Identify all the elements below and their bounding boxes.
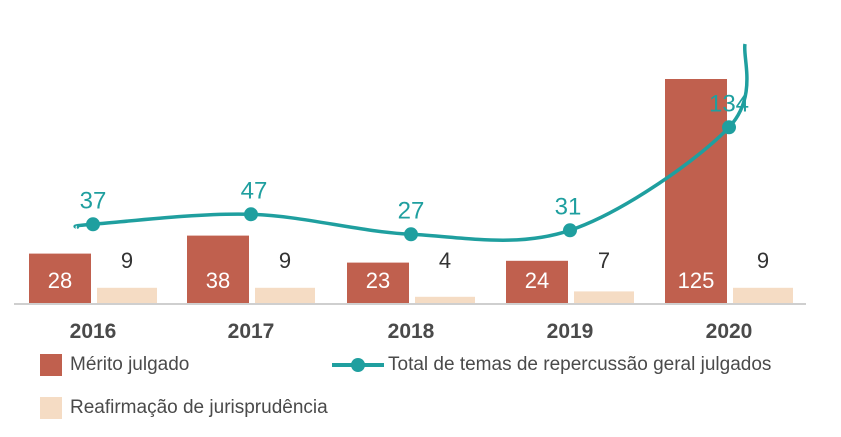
bar-merito-2018 [347, 262, 409, 304]
bar-merito-2020 [665, 79, 727, 304]
bar-label-reafirmacao-2017: 9 [279, 248, 291, 273]
label-total-2017: 47 [241, 177, 268, 204]
bar-label-reafirmacao-2016: 9 [121, 248, 133, 273]
bar-label-merito-2018: 23 [366, 268, 390, 293]
bar-merito-2019 [506, 260, 568, 304]
labels-group: 28 9 38 9 23 4 24 7 125 9 37 47 27 31 134 [48, 90, 769, 293]
legend-item-merito: Mérito julgado [40, 354, 189, 376]
bars-group [29, 79, 793, 304]
bar-reafirmacao-2019 [574, 291, 634, 304]
bar-reafirmacao-2017 [255, 287, 315, 304]
x-tick-2018: 2018 [388, 320, 435, 343]
bar-label-reafirmacao-2020: 9 [757, 248, 769, 273]
label-total-2019: 31 [555, 193, 582, 220]
legend-swatch-merito [40, 354, 62, 376]
point-total-2016 [86, 217, 100, 232]
bar-label-merito-2020: 125 [678, 268, 715, 293]
point-total-2017 [244, 207, 258, 222]
bar-merito-2017 [187, 235, 249, 304]
legend-swatch-reafirmacao [40, 397, 62, 419]
bar-reafirmacao-2018 [415, 296, 475, 304]
x-tick-2019: 2019 [547, 320, 594, 343]
legend-item-reafirmacao: Reafirmação de jurisprudência [40, 397, 328, 419]
legend-label-merito: Mérito julgado [70, 354, 190, 375]
legend-swatch-total [332, 354, 384, 376]
legend-label-total: Total de temas de repercussão geral julg… [388, 354, 772, 375]
bar-merito-2016 [29, 253, 91, 304]
bar-reafirmacao-2020 [733, 287, 793, 304]
x-tick-2020: 2020 [706, 320, 753, 343]
label-total-2016: 37 [80, 187, 107, 214]
bar-label-reafirmacao-2018: 4 [439, 248, 451, 273]
label-total-2018: 27 [398, 197, 425, 224]
point-total-2019 [563, 223, 577, 238]
bar-label-merito-2016: 28 [48, 268, 72, 293]
line-series-group [73, 43, 749, 242]
bar-label-merito-2017: 38 [206, 268, 230, 293]
bar-label-merito-2019: 24 [525, 268, 549, 293]
x-ticks-group: 2016 2017 2018 2019 2020 [70, 320, 753, 343]
bar-reafirmacao-2016 [97, 287, 157, 304]
x-tick-2016: 2016 [70, 320, 117, 343]
x-tick-2017: 2017 [228, 320, 275, 343]
legend-label-reafirmacao: Reafirmação de jurisprudência [70, 397, 328, 418]
point-total-2018 [404, 227, 418, 242]
bar-label-reafirmacao-2019: 7 [598, 248, 610, 273]
point-total-2020 [722, 120, 736, 135]
label-total-2020: 134 [709, 90, 749, 117]
legend-item-total: Total de temas de repercussão geral julg… [332, 354, 771, 376]
